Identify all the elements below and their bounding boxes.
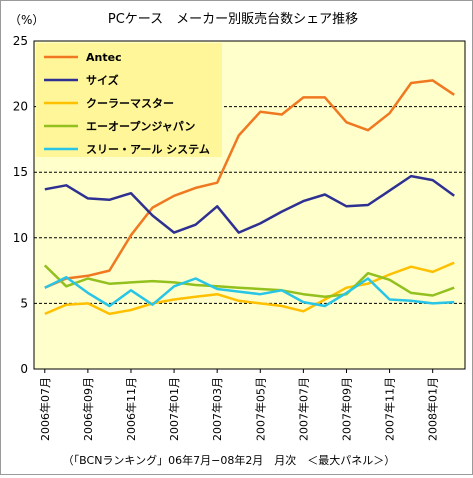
x-tick-label: 2007年03月 — [210, 377, 224, 441]
y-tick-label: 25 — [13, 34, 28, 48]
series-line-4 — [44, 275, 455, 308]
x-tick-label: 2007年01月 — [167, 377, 181, 441]
source-note: （「BCNランキング」06年7月−08年2月 月次 ＜最大パネル＞） — [63, 453, 396, 467]
legend-box — [36, 43, 222, 157]
y-tick-label: 20 — [13, 100, 28, 114]
legend-label: サイズ — [86, 73, 119, 87]
series-lines — [43, 79, 455, 316]
y-axis-ticks: 0 5 10 15 20 25 — [13, 34, 28, 376]
chart-title: PCケース メーカー別販売台数シェア推移 — [108, 11, 358, 27]
series-line-3 — [43, 264, 455, 299]
x-tick-label: 2006年09月 — [81, 377, 95, 441]
legend-label: エーオープンジャパン — [86, 119, 195, 133]
series-line-0 — [44, 79, 455, 289]
y-axis-unit: （%） — [9, 13, 44, 27]
legend-label: Antec — [86, 51, 122, 64]
x-tick-label: 2007年09月 — [339, 377, 353, 441]
y-tick-label: 0 — [20, 362, 28, 376]
x-tick-label: 2008年01月 — [426, 377, 440, 441]
x-tick-label: 2007年05月 — [253, 377, 267, 441]
x-tick-label: 2006年11月 — [124, 377, 138, 441]
series-line-1 — [44, 174, 455, 234]
x-tick-label: 2006年07月 — [38, 377, 52, 441]
y-tick-label: 10 — [13, 231, 28, 245]
x-tick-label: 2007年11月 — [383, 377, 397, 441]
x-axis-ticks: 2006年07月 2006年09月 2006年11月 2007年01月 2007年03月… — [38, 369, 440, 441]
series-line-2 — [44, 261, 455, 316]
legend-label: クーラーマスター — [86, 97, 174, 110]
y-tick-label: 5 — [20, 296, 28, 310]
y-tick-label: 15 — [13, 165, 28, 179]
legend-label: スリー・アール システム — [86, 143, 210, 156]
x-tick-label: 2007年07月 — [296, 377, 310, 441]
